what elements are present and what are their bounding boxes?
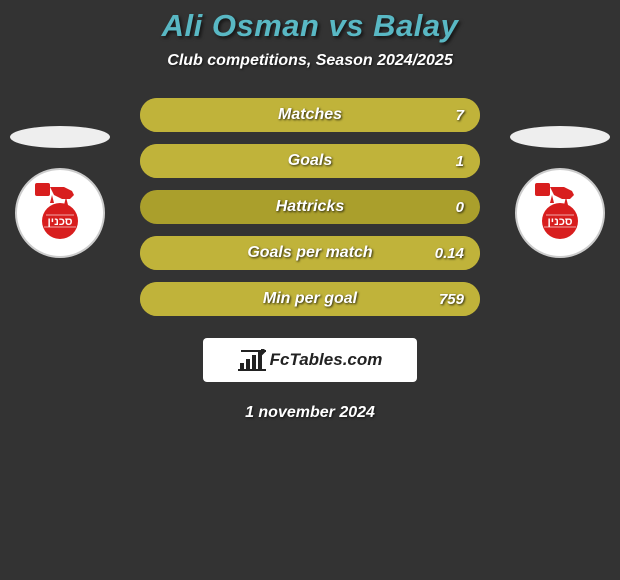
stat-value: 0 <box>456 199 464 216</box>
stat-label: Goals per match <box>247 244 372 262</box>
club-crest-icon: סכנין <box>524 177 596 249</box>
club-crest-icon: סכנין <box>24 177 96 249</box>
avatar-head-right <box>510 126 610 148</box>
date: 1 november 2024 <box>0 404 620 422</box>
stat-value: 759 <box>439 291 464 308</box>
stat-row: Hattricks 0 <box>140 190 480 224</box>
stats-list: Matches 7 Goals 1 Hattricks 0 Goals per match 0… <box>140 98 480 316</box>
stat-value: 1 <box>456 153 464 170</box>
club-logo-left: סכנין <box>15 168 105 258</box>
stat-row: Min per goal 759 <box>140 282 480 316</box>
stat-label: Matches <box>278 106 342 124</box>
avatar-right: סכנין <box>510 126 610 266</box>
stat-row: Matches 7 <box>140 98 480 132</box>
stat-row: Goals 1 <box>140 144 480 178</box>
stat-label: Hattricks <box>276 198 344 216</box>
stat-row: Goals per match 0.14 <box>140 236 480 270</box>
stat-label: Min per goal <box>263 290 357 308</box>
fctables-icon <box>238 349 266 371</box>
footer-brand-text: FcTables.com <box>270 350 383 370</box>
stat-label: Goals <box>288 152 332 170</box>
club-name-hebrew: סכנין <box>547 216 572 228</box>
club-logo-right: סכנין <box>515 168 605 258</box>
page-title: Ali Osman vs Balay <box>0 8 620 44</box>
club-name-hebrew: סכנין <box>47 216 72 228</box>
stat-value: 0.14 <box>435 245 464 262</box>
subtitle: Club competitions, Season 2024/2025 <box>0 52 620 70</box>
stat-value: 7 <box>456 107 464 124</box>
avatar-head-left <box>10 126 110 148</box>
footer-brand[interactable]: FcTables.com <box>203 338 417 382</box>
avatar-left: סכנין <box>10 126 110 266</box>
